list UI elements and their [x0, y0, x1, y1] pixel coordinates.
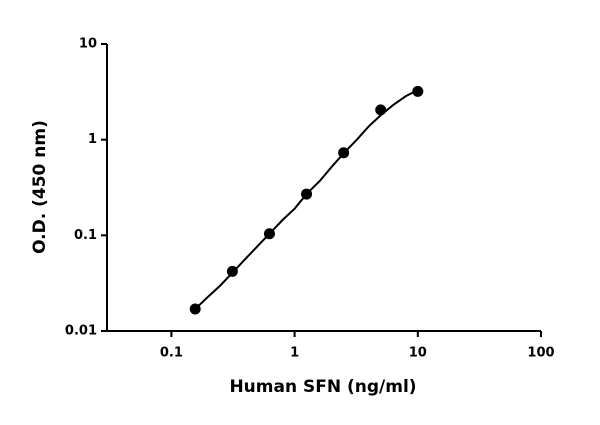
data-point	[189, 303, 201, 315]
data-point	[263, 228, 275, 240]
y-axis-title: O.D. (450 nm)	[30, 120, 50, 254]
x-tick-label: 1	[290, 346, 299, 361]
data-point	[412, 85, 424, 97]
data-point	[375, 104, 387, 116]
y-tick-label: 0.1	[74, 228, 97, 243]
data-point	[338, 147, 350, 159]
x-tick-label: 100	[527, 346, 554, 361]
y-tick-label: 10	[79, 37, 97, 52]
data-point	[226, 265, 238, 277]
x-tick-label: 0.1	[160, 346, 183, 361]
x-axis-title: Human SFN (ng/ml)	[229, 377, 416, 397]
data-point	[301, 188, 313, 200]
y-tick-label: 0.01	[65, 324, 97, 339]
y-tick-label: 1	[88, 132, 97, 147]
x-tick-label: 10	[409, 346, 427, 361]
